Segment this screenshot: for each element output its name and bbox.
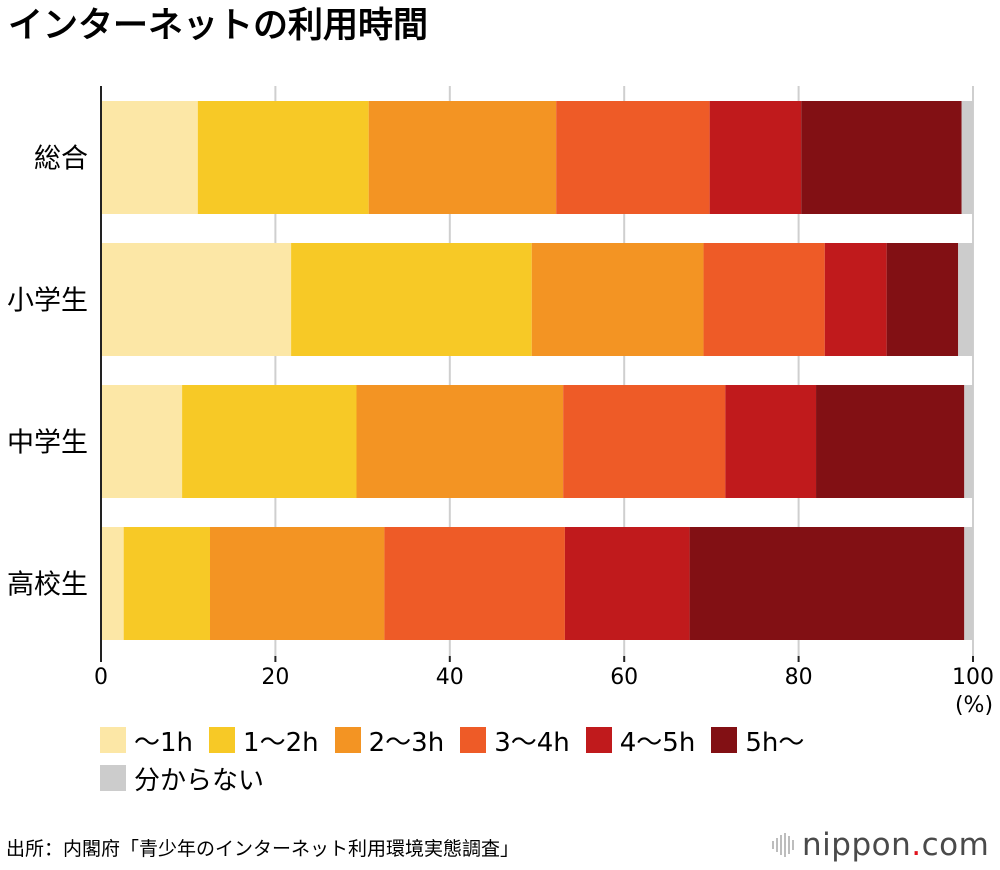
bar-segment [384, 527, 565, 640]
legend-label: 2～3h [368, 727, 445, 758]
legend-item: 4～5h [585, 724, 696, 758]
x-axis-unit-label: (%) [955, 693, 993, 718]
bar-segment [182, 385, 357, 498]
bar-segment [964, 527, 973, 640]
chart-title: インターネットの利用時間 [8, 6, 429, 46]
x-tick-label: 100 [952, 665, 994, 690]
category-label: 高校生 [7, 570, 88, 601]
legend-swatch [711, 727, 738, 753]
legend-item: 分からない [100, 762, 265, 796]
bar-segment [197, 101, 369, 214]
bar-segment [101, 101, 198, 214]
bar-segment [531, 243, 704, 356]
nippon-logo: nippon.com [772, 822, 989, 868]
bar-segment [368, 101, 557, 214]
legend-label: 4～5h [619, 727, 696, 758]
legend-label: 1～2h [243, 727, 319, 758]
bar-segment [101, 527, 124, 640]
bar-segment [101, 243, 292, 356]
legend-label: 5h～ [745, 727, 805, 758]
legend-swatch [100, 765, 126, 791]
legend-swatch [460, 727, 487, 753]
bar-segment [556, 101, 710, 214]
legend: ～1h 1～2h 2～3h 3～4h 4～5h 5h～ 分からない [100, 724, 980, 796]
legend-swatch [100, 727, 126, 753]
logo-dot: . [911, 827, 922, 863]
bar-segment [356, 385, 564, 498]
x-tick-label: 60 [610, 665, 638, 690]
bar-segment [123, 527, 210, 640]
logo-text: nippon.com [802, 827, 989, 863]
bar-segment [563, 385, 726, 498]
x-tick-label: 40 [436, 665, 464, 690]
bar-segment [961, 101, 973, 214]
x-tick-label: 0 [94, 665, 108, 690]
source-note: 出所：内閣府「青少年のインターネット利用環境実態調査」 [6, 838, 520, 860]
bar-segment [725, 385, 817, 498]
bar-segment [689, 527, 965, 640]
bar-segment [801, 101, 962, 214]
bar-segment [816, 385, 965, 498]
bar-segment [886, 243, 959, 356]
bar-segment [709, 101, 802, 214]
bar-segment [703, 243, 825, 356]
legend-item: 3～4h [460, 724, 570, 758]
bar-segment [291, 243, 532, 356]
legend-item: 2～3h [334, 724, 445, 758]
logo-name: nippon [802, 827, 912, 863]
x-tick-label: 20 [261, 665, 289, 690]
bar-segment [101, 385, 183, 498]
bar-segment [958, 243, 973, 356]
legend-label: 分からない [134, 765, 265, 796]
legend-swatch [209, 727, 236, 753]
logo-bars-icon [772, 833, 794, 857]
legend-label: ～1h [134, 727, 194, 758]
bar-segment [564, 527, 690, 640]
logo-suffix: com [921, 827, 990, 863]
category-label: 小学生 [7, 286, 88, 317]
legend-item: 5h～ [711, 724, 805, 758]
bar-segment [824, 243, 887, 356]
bar-segment [210, 527, 385, 640]
x-tick-label: 80 [785, 665, 813, 690]
legend-item: 1～2h [209, 724, 319, 758]
bar-group [101, 101, 973, 640]
legend-swatch [585, 727, 612, 753]
legend-item: ～1h [100, 724, 194, 758]
bar-segment [964, 385, 973, 498]
category-label: 中学生 [7, 428, 88, 459]
category-label: 総合 [34, 144, 88, 175]
legend-label: 3～4h [494, 727, 570, 758]
legend-swatch [334, 727, 361, 753]
